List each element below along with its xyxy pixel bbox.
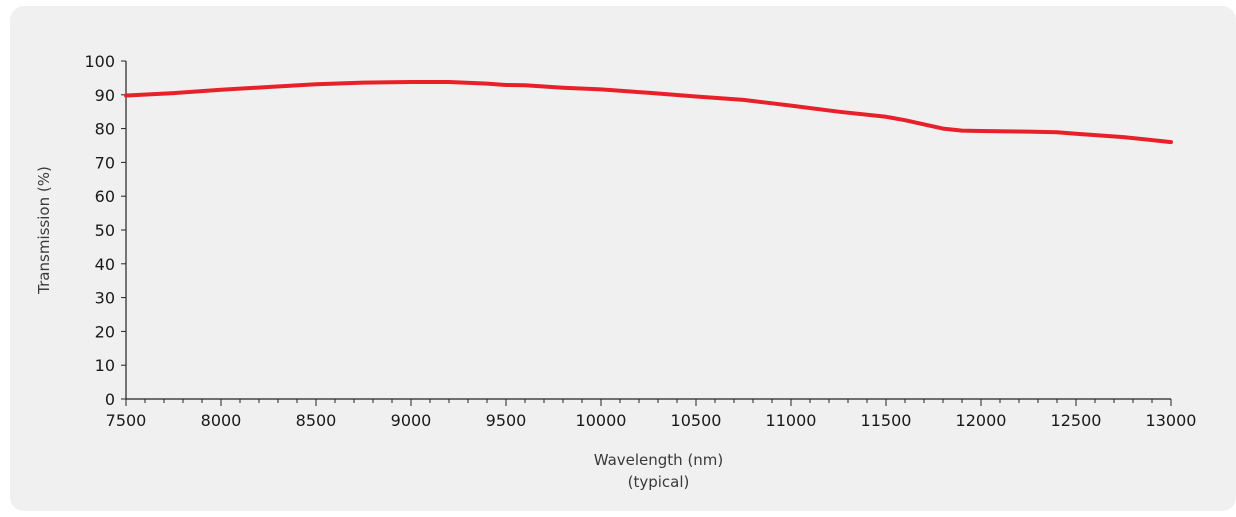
y-axis-title: Transmission (%) bbox=[35, 166, 53, 295]
x-tick-label: 10000 bbox=[576, 411, 627, 430]
y-tick-label: 90 bbox=[95, 86, 115, 105]
y-tick-label: 0 bbox=[105, 390, 115, 409]
x-axis-note: (typical) bbox=[628, 473, 690, 491]
y-tick-label: 20 bbox=[95, 322, 115, 341]
transmission-series-line bbox=[124, 80, 1173, 145]
x-tick-label: 9000 bbox=[391, 411, 432, 430]
y-tick-label: 80 bbox=[95, 120, 115, 139]
x-tick-label: 8000 bbox=[201, 411, 242, 430]
y-tick-label: 50 bbox=[95, 221, 115, 240]
axes bbox=[121, 60, 1172, 406]
x-tick-label: 12500 bbox=[1051, 411, 1102, 430]
x-tick-label: 12000 bbox=[956, 411, 1007, 430]
y-tick-label: 100 bbox=[84, 52, 115, 71]
x-tick-label: 9500 bbox=[486, 411, 527, 430]
x-tick-labels: 7500 8000 8500 9000 9500 10000 10500 11000 11500… bbox=[106, 411, 1197, 430]
line-chart: 0 10 20 30 40 50 60 70 80 90 100 7500 8000 8500 9000 9… bbox=[35, 52, 1197, 491]
chart-card: 0 10 20 30 40 50 60 70 80 90 100 7500 8000 8500 9000 9… bbox=[10, 6, 1236, 511]
y-tick-labels: 0 10 20 30 40 50 60 70 80 90 100 bbox=[84, 52, 115, 409]
x-tick-label: 11500 bbox=[861, 411, 912, 430]
x-tick-label: 7500 bbox=[106, 411, 147, 430]
x-axis-title: Wavelength (nm) bbox=[594, 451, 724, 469]
x-tick-label: 11000 bbox=[766, 411, 817, 430]
x-tick-label: 8500 bbox=[296, 411, 337, 430]
y-tick-label: 60 bbox=[95, 187, 115, 206]
y-tick-label: 40 bbox=[95, 255, 115, 274]
x-tick-label: 10500 bbox=[671, 411, 722, 430]
y-tick-label: 30 bbox=[95, 289, 115, 308]
series-layer bbox=[124, 80, 1173, 145]
y-tick-label: 10 bbox=[95, 356, 115, 375]
y-tick-label: 70 bbox=[95, 153, 115, 172]
x-tick-label: 13000 bbox=[1146, 411, 1197, 430]
